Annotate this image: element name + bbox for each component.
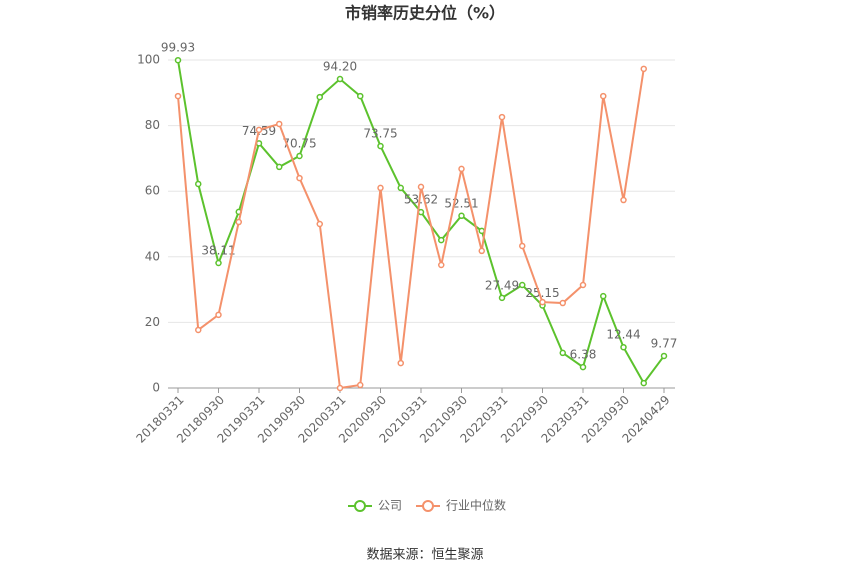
y-tick-label: 80 xyxy=(145,118,160,132)
point xyxy=(559,349,566,357)
point xyxy=(215,259,222,267)
point xyxy=(438,236,445,244)
data-label: 25.15 xyxy=(525,286,559,300)
point xyxy=(316,220,323,228)
point xyxy=(195,326,202,334)
data-label: 38.11 xyxy=(201,243,235,257)
data-label: 73.75 xyxy=(363,127,397,141)
point xyxy=(519,281,526,289)
series-line xyxy=(177,68,645,390)
chart-title: 市销率历史分位（%） xyxy=(345,4,505,23)
data-label: 12.44 xyxy=(606,328,640,342)
point xyxy=(336,384,344,392)
y-tick-label: 40 xyxy=(145,249,160,263)
point xyxy=(417,183,425,191)
point xyxy=(255,126,263,134)
data-label: 70.75 xyxy=(282,136,316,150)
point xyxy=(539,298,546,306)
legend-label: 行业中位数 xyxy=(446,498,506,513)
y-tick-label: 0 xyxy=(152,381,160,395)
point xyxy=(336,75,344,83)
point xyxy=(640,379,647,387)
point xyxy=(458,212,465,220)
point xyxy=(498,113,506,121)
series-line xyxy=(177,60,665,385)
legend-marker xyxy=(354,500,366,512)
data-label: 99.93 xyxy=(161,41,195,55)
point xyxy=(357,92,364,100)
data-label: 52.51 xyxy=(444,196,478,210)
data-label: 9.77 xyxy=(651,336,678,350)
point xyxy=(620,343,627,351)
point xyxy=(579,281,587,289)
point xyxy=(660,352,668,360)
point xyxy=(215,311,222,319)
point xyxy=(519,242,526,250)
point xyxy=(397,359,404,367)
data-label: 94.20 xyxy=(323,60,357,74)
point xyxy=(600,292,607,300)
point xyxy=(296,174,303,182)
point xyxy=(316,93,323,101)
data-label: 27.49 xyxy=(485,278,519,292)
y-tick-label: 100 xyxy=(137,53,160,67)
legend-label: 公司 xyxy=(378,499,402,513)
point xyxy=(276,120,283,128)
point xyxy=(579,363,587,371)
point xyxy=(478,247,485,255)
point xyxy=(620,196,627,204)
point xyxy=(458,165,465,173)
point xyxy=(377,184,384,192)
point xyxy=(498,294,506,302)
point xyxy=(276,163,283,171)
legend-marker xyxy=(422,500,434,512)
point xyxy=(174,56,182,64)
source: 数据来源：恒生聚源 xyxy=(366,548,483,563)
data-label: 53.62 xyxy=(404,193,438,207)
point xyxy=(377,142,384,150)
point xyxy=(559,299,566,307)
point xyxy=(640,65,647,73)
y-tick-label: 60 xyxy=(145,184,160,198)
point xyxy=(600,92,607,100)
point xyxy=(357,381,364,389)
point xyxy=(235,218,242,226)
point xyxy=(438,261,445,269)
point xyxy=(478,227,485,235)
point xyxy=(195,180,202,188)
data-label: 6.38 xyxy=(570,348,597,362)
y-tick-label: 20 xyxy=(145,315,160,329)
point xyxy=(174,92,182,100)
point xyxy=(296,152,303,160)
point xyxy=(397,184,404,192)
